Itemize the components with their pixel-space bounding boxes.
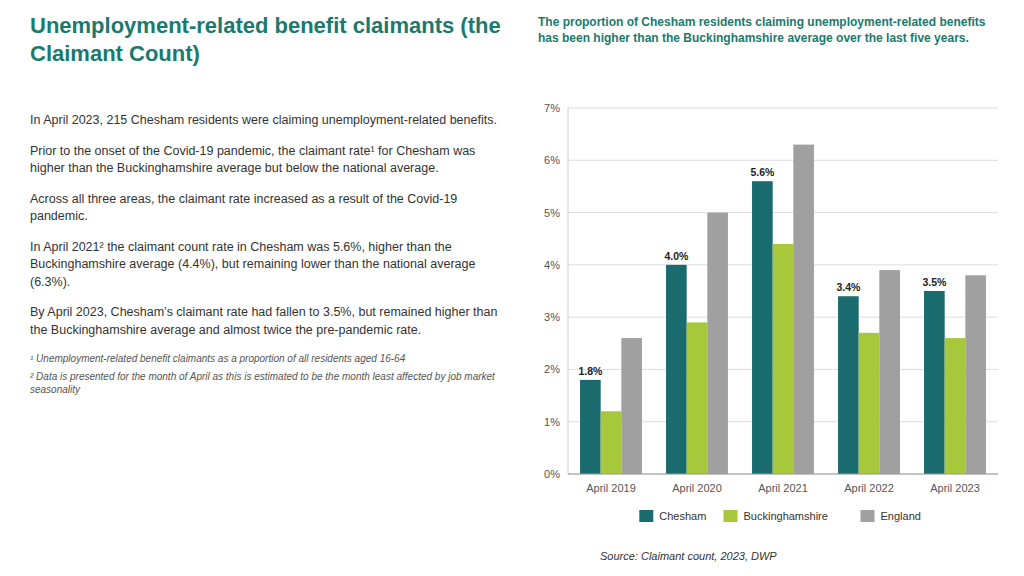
- source: Source: Claimant count, 2023, DWP: [600, 550, 777, 562]
- data-label: 3.4%: [836, 281, 861, 293]
- bar: [838, 296, 859, 474]
- paragraph: Prior to the onset of the Covid-19 pande…: [30, 143, 500, 178]
- x-tick-label: April 2020: [672, 482, 722, 494]
- y-tick-label: 3%: [544, 311, 560, 323]
- bar: [793, 145, 814, 474]
- bar: [965, 275, 986, 474]
- y-tick-label: 2%: [544, 363, 560, 375]
- footnote: ¹ Unemployment-related benefit claimants…: [30, 352, 500, 365]
- paragraph: By April 2023, Chesham’s claimant rate h…: [30, 304, 500, 339]
- bar: [601, 411, 622, 474]
- footnote: ² Data is presented for the month of Apr…: [30, 370, 500, 396]
- y-tick-label: 4%: [544, 259, 560, 271]
- bar: [687, 322, 708, 474]
- legend-label: Buckinghamshire: [744, 510, 828, 522]
- paragraph: In April 2021² the claimant count rate i…: [30, 239, 500, 292]
- legend-label: Chesham: [659, 510, 706, 522]
- y-tick-label: 0%: [544, 468, 560, 480]
- bar: [879, 270, 900, 474]
- grid-line: [568, 474, 998, 475]
- title: Unemployment-related benefit claimants (…: [30, 12, 510, 67]
- x-axis-line: [568, 474, 998, 475]
- paragraph: In April 2023, 215 Chesham residents wer…: [30, 112, 500, 130]
- y-tick-label: 7%: [544, 102, 560, 114]
- grid-line: [568, 108, 998, 109]
- x-tick-label: April 2021: [758, 482, 808, 494]
- legend-swatch: [724, 510, 738, 522]
- data-label: 1.8%: [578, 365, 603, 377]
- bar: [945, 338, 966, 474]
- chart: 0% 1% 2% 3% 4% 5% 6% 7% 1.8% 4.0% 5.6% 3.4% 3.5% Apri…: [528, 96, 1008, 544]
- bar: [580, 380, 601, 474]
- bar: [621, 338, 642, 474]
- grid-line: [568, 160, 998, 161]
- x-tick-label: April 2019: [586, 482, 636, 494]
- x-tick-label: April 2022: [844, 482, 894, 494]
- bar: [859, 333, 880, 474]
- bar: [707, 213, 728, 474]
- legend-swatch: [639, 510, 653, 522]
- legend-swatch: [861, 510, 875, 522]
- y-tick-label: 6%: [544, 154, 560, 166]
- data-label: 3.5%: [922, 276, 947, 288]
- y-tick-label: 1%: [544, 416, 560, 428]
- subtitle: The proportion of Chesham residents clai…: [538, 14, 998, 46]
- y-axis-line: [568, 108, 569, 474]
- notes: In April 2023, 215 Chesham residents wer…: [30, 112, 500, 566]
- legend-label: England: [881, 510, 921, 522]
- grid-line: [568, 212, 998, 213]
- data-labels: 1.8% 4.0% 5.6% 3.4% 3.5%: [578, 166, 947, 377]
- y-tick-label: 5%: [544, 207, 560, 219]
- bars: [580, 145, 986, 474]
- bar: [924, 291, 945, 474]
- paragraph: Across all three areas, the claimant rat…: [30, 191, 500, 226]
- bar: [773, 244, 794, 474]
- bar: [752, 181, 773, 474]
- bar: [666, 265, 687, 474]
- x-tick-label: April 2023: [930, 482, 980, 494]
- data-label: 5.6%: [750, 166, 775, 178]
- legend: Chesham Buckinghamshire England: [639, 510, 921, 522]
- data-label: 4.0%: [664, 250, 689, 262]
